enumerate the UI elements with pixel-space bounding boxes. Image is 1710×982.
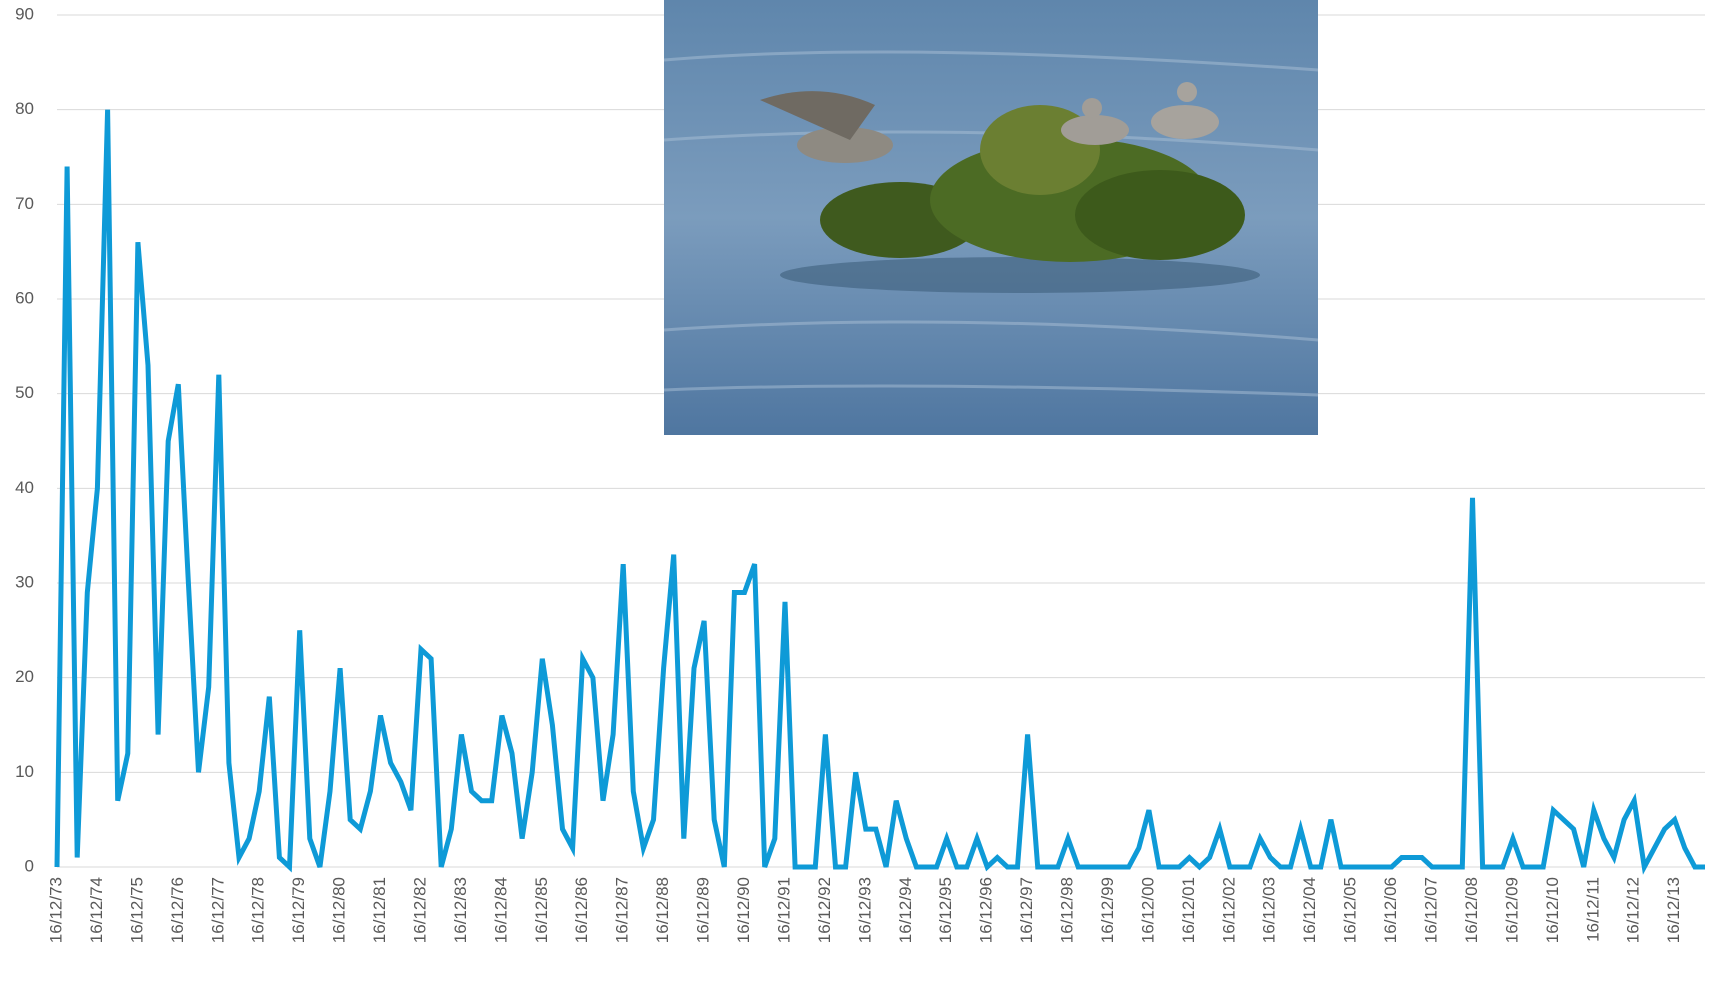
x-tick-label: 16/12/74 (87, 877, 106, 943)
y-tick-label: 40 (15, 478, 34, 497)
plot: 0 10 20 30 40 50 60 70 80 90 16/12/73 16/12/74 16/12… (15, 4, 1705, 943)
x-tick-label: 16/12/86 (572, 877, 591, 943)
x-tick-label: 16/12/88 (653, 877, 672, 943)
x-tick-label: 16/12/79 (289, 877, 308, 943)
x-tick-label: 16/12/95 (936, 877, 955, 943)
x-tick-label: 16/12/78 (249, 877, 268, 943)
y-tick-label: 80 (15, 99, 34, 118)
x-tick-label: 16/12/13 (1664, 877, 1683, 943)
photo (663, 0, 1319, 435)
x-tick-label: 16/12/08 (1462, 877, 1481, 943)
x-tick-label: 16/12/12 (1624, 877, 1643, 943)
y-tick-label: 90 (15, 4, 34, 23)
x-tick-label: 16/12/93 (855, 877, 874, 943)
y-tick-label: 10 (15, 762, 34, 781)
x-tick-label: 16/12/73 (46, 877, 65, 943)
x-tick-label: 16/12/90 (734, 877, 753, 943)
x-tick-label: 16/12/81 (370, 877, 389, 943)
y-tick-label: 50 (15, 383, 34, 402)
x-tick-label: 16/12/96 (977, 877, 996, 943)
x-tick-label: 16/12/76 (168, 877, 187, 943)
x-tick-label: 16/12/05 (1341, 877, 1360, 943)
x-tick-label: 16/12/07 (1422, 877, 1441, 943)
x-tick-label: 16/12/80 (330, 877, 349, 943)
x-tick-label: 16/12/77 (208, 877, 227, 943)
x-tick-label: 16/12/01 (1179, 877, 1198, 943)
x-tick-label: 16/12/84 (491, 877, 510, 943)
x-tick-label: 16/12/89 (694, 877, 713, 943)
x-tick-label: 16/12/97 (1017, 877, 1036, 943)
x-tick-label: 16/12/94 (896, 877, 915, 943)
x-tick-label: 16/12/98 (1058, 877, 1077, 943)
data-line (54, 109, 1705, 875)
x-tick-label: 16/12/85 (532, 877, 551, 943)
x-tick-label: 16/12/91 (774, 877, 793, 943)
y-tick-label: 70 (15, 194, 34, 213)
y-tick-label: 60 (15, 288, 34, 307)
x-tick-label: 16/12/00 (1138, 877, 1157, 943)
y-tick-label: 20 (15, 667, 34, 686)
x-tick-label: 16/12/75 (127, 877, 146, 943)
x-tick-label: 16/12/82 (410, 877, 429, 943)
x-tick-label: 16/12/06 (1381, 877, 1400, 943)
x-tick-label: 16/12/87 (613, 877, 632, 943)
x-tick-label: 16/12/02 (1219, 877, 1238, 943)
x-tick-label: 16/12/11 (1583, 877, 1602, 942)
x-tick-label: 16/12/99 (1098, 877, 1117, 943)
x-tick-label: 16/12/03 (1260, 877, 1279, 943)
y-tick-label: 30 (15, 572, 34, 591)
x-tick-label: 16/12/92 (815, 877, 834, 943)
y-tick-label: 0 (25, 856, 34, 875)
x-tick-label: 16/12/04 (1300, 877, 1319, 943)
x-tick-label: 16/12/83 (451, 877, 470, 943)
x-tick-label: 16/12/10 (1543, 877, 1562, 943)
x-tick-label: 16/12/09 (1502, 877, 1521, 943)
